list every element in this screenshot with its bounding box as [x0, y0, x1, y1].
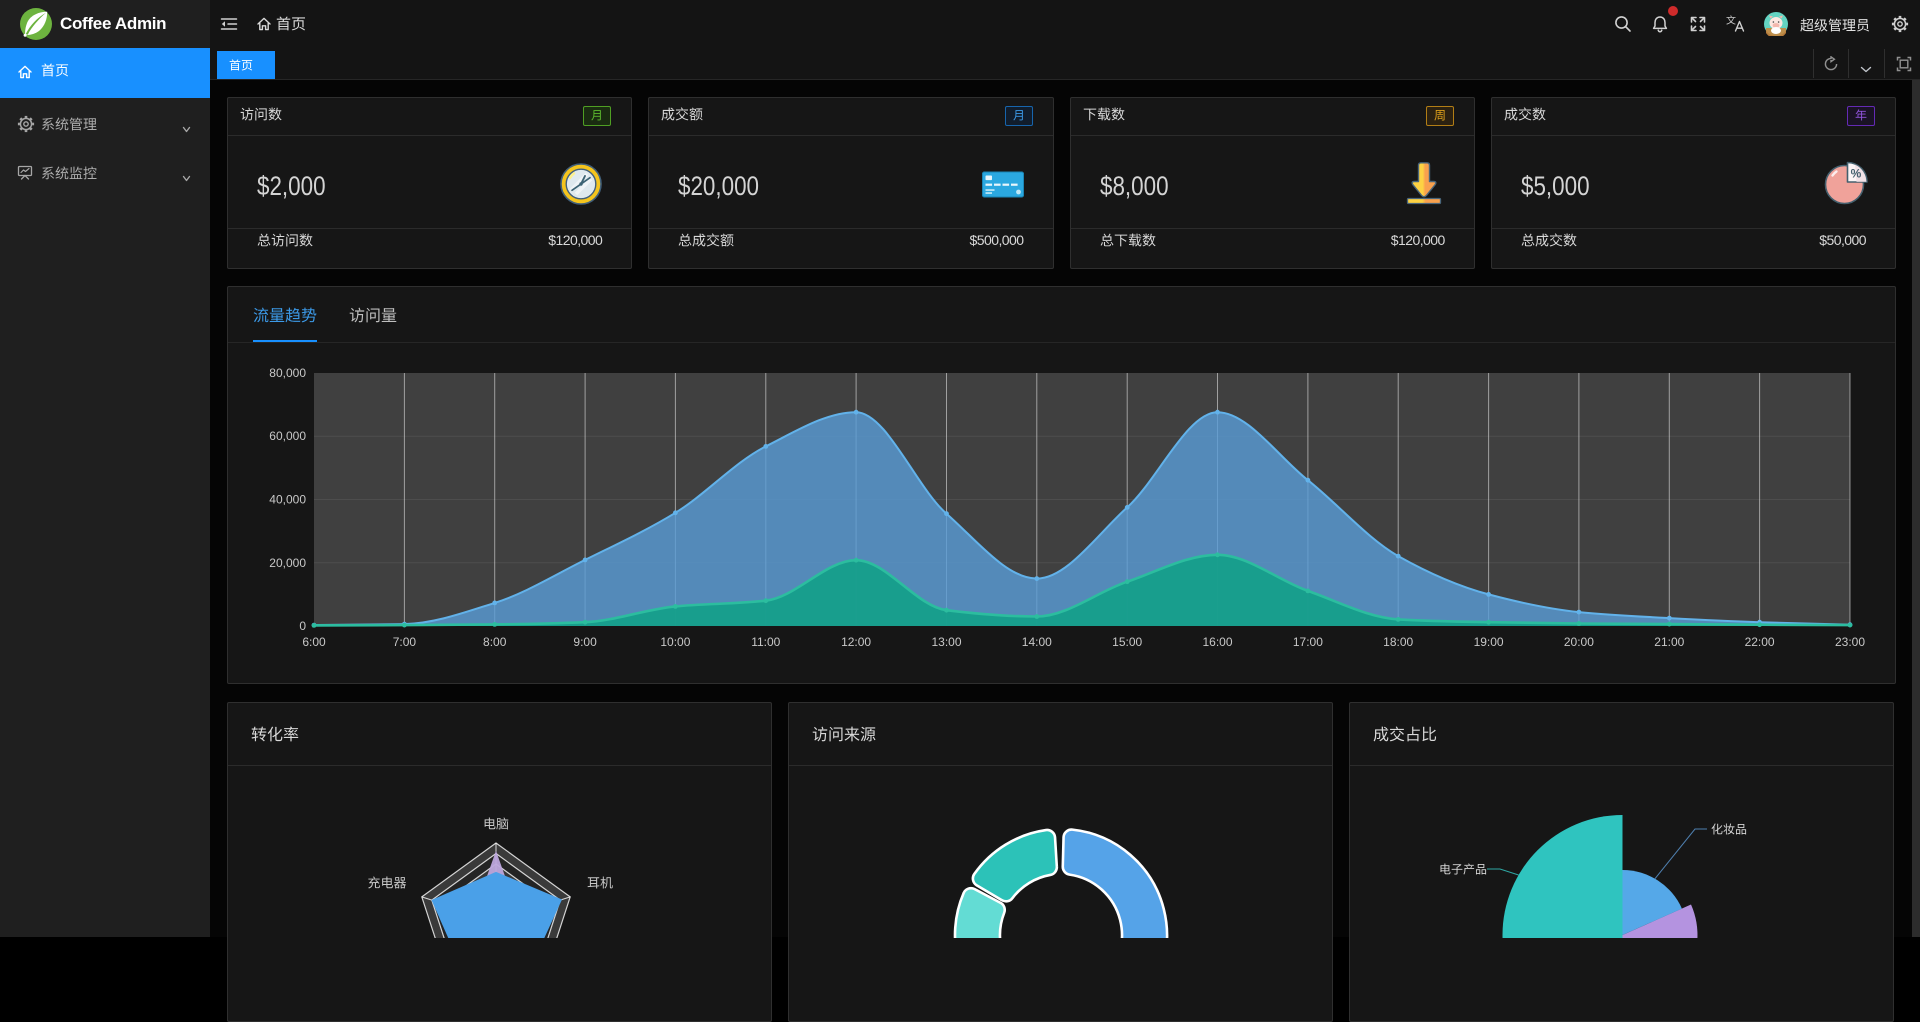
svg-text:60,000: 60,000: [269, 429, 306, 443]
svg-text:16:00: 16:00: [1202, 635, 1232, 649]
svg-text:21:00: 21:00: [1654, 635, 1684, 649]
svg-text:0: 0: [299, 619, 306, 633]
svg-text:40,000: 40,000: [269, 493, 306, 507]
svg-text:13:00: 13:00: [931, 635, 961, 649]
svg-text:7:00: 7:00: [393, 635, 417, 649]
svg-text:%: %: [1851, 167, 1862, 181]
svg-text:20:00: 20:00: [1564, 635, 1594, 649]
svg-text:22:00: 22:00: [1745, 635, 1775, 649]
svg-text:12:00: 12:00: [841, 635, 871, 649]
svg-text:17:00: 17:00: [1293, 635, 1323, 649]
svg-text:10:00: 10:00: [660, 635, 690, 649]
svg-text:80,000: 80,000: [269, 366, 306, 380]
svg-text:20,000: 20,000: [269, 556, 306, 570]
svg-text:18:00: 18:00: [1383, 635, 1413, 649]
svg-text:19:00: 19:00: [1474, 635, 1504, 649]
svg-text:15:00: 15:00: [1112, 635, 1142, 649]
svg-text:6:00: 6:00: [302, 635, 326, 649]
svg-text:11:00: 11:00: [751, 635, 780, 649]
svg-text:14:00: 14:00: [1022, 635, 1052, 649]
svg-text:23:00: 23:00: [1835, 635, 1865, 649]
svg-text:9:00: 9:00: [573, 635, 597, 649]
svg-text:8:00: 8:00: [483, 635, 507, 649]
